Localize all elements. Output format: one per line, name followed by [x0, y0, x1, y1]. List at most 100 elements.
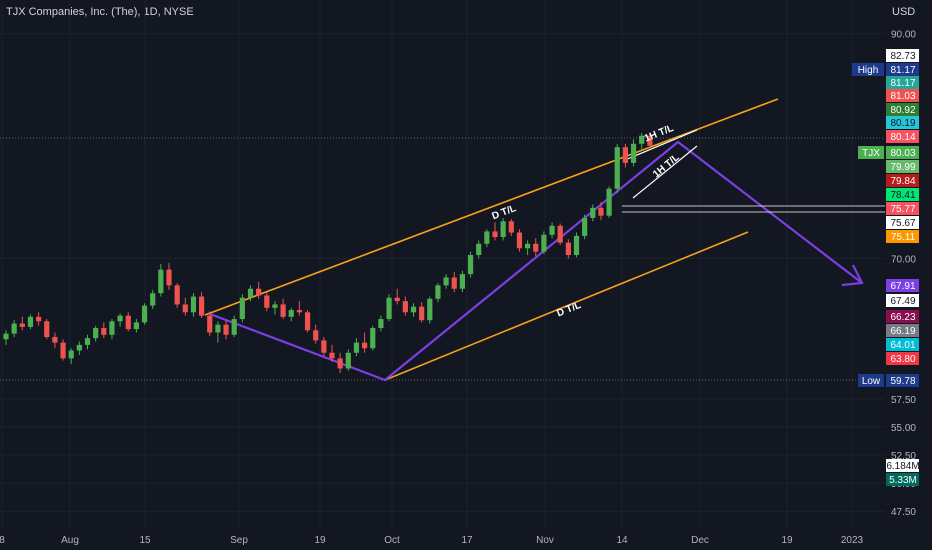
y-tick-label: 90.00: [891, 30, 916, 41]
candle-body: [582, 217, 588, 236]
price-tag: 80.03 TJX: [858, 146, 919, 159]
x-tick-label: Dec: [691, 535, 709, 546]
candle-body: [296, 310, 302, 313]
candle-body: [492, 231, 498, 238]
candle-body: [264, 295, 270, 308]
price-tag-value: 63.80: [890, 354, 915, 365]
candle-body: [223, 324, 229, 335]
zigzag-arrowhead: [841, 264, 864, 287]
candle-body: [516, 232, 523, 249]
candle-body: [44, 321, 50, 338]
candle-body: [419, 306, 425, 321]
candle-body: [476, 243, 482, 256]
y-tick-label: 55.00: [891, 423, 916, 434]
price-tag: 67.49: [886, 294, 919, 307]
x-tick-label: 19: [314, 535, 326, 546]
candle-body: [117, 315, 123, 322]
price-tag-box: [886, 473, 919, 486]
x-tick-label: 14: [616, 535, 628, 546]
candle-body: [207, 315, 213, 333]
price-tag-box: [886, 324, 919, 337]
x-tick-label: Aug: [61, 535, 79, 546]
candle-body: [525, 243, 531, 249]
candle-body: [590, 207, 596, 218]
price-tag-box: [886, 374, 919, 387]
price-tag-box: [886, 116, 919, 129]
price-tag: 81.03: [886, 89, 919, 102]
candle-body: [76, 344, 82, 351]
price-tag-label-box: [858, 374, 884, 387]
time-axis[interactable]: 8 Aug 15 Sep 19 Oct 17 Nov 14 Dec 19 2023: [0, 535, 864, 546]
candle-body: [101, 328, 107, 335]
candle-body: [68, 350, 74, 359]
candle-body: [27, 316, 34, 327]
y-tick-label: 57.50: [891, 395, 916, 406]
price-tag-label: Low: [862, 376, 881, 387]
price-tag-box: [886, 294, 919, 307]
candle-body: [451, 277, 457, 289]
candle-body: [19, 323, 25, 327]
price-axis[interactable]: 90.0070.0057.5055.0052.5050.0047.5082.73…: [852, 30, 920, 518]
candle-body: [133, 322, 139, 330]
price-tag-label-box: [858, 146, 884, 159]
y-tick-label: 47.50: [891, 507, 916, 518]
y-tick-label: 52.50: [891, 451, 916, 462]
price-tag-box: [886, 459, 919, 472]
grid: [0, 0, 885, 528]
price-tag: 5.33M: [886, 473, 919, 486]
candles: [3, 132, 653, 373]
price-tag: 79.99: [886, 160, 919, 173]
price-tag-value: 80.14: [890, 132, 915, 143]
price-tag-box: [886, 188, 919, 201]
price-tag-value: 80.03: [890, 148, 915, 159]
price-tag: 80.92: [886, 103, 919, 116]
candle-body: [304, 312, 311, 331]
price-tag-value: 6.184M: [886, 461, 919, 472]
price-tag: 6.184M: [886, 459, 920, 472]
candle-body: [256, 288, 262, 296]
candle-body: [337, 358, 343, 369]
candle-body: [60, 342, 66, 359]
upper-channel-line: [204, 98, 779, 316]
candle-body: [378, 319, 384, 329]
candle-body: [141, 305, 148, 323]
candle-body: [459, 274, 465, 289]
candle-body: [549, 225, 555, 235]
candle-body: [427, 298, 433, 321]
candle-body: [647, 135, 653, 146]
hourly-trendline-upper: [624, 129, 698, 161]
price-tag-value: 80.19: [890, 118, 915, 129]
y-tick-label: 70.00: [891, 254, 916, 265]
candle-body: [280, 304, 286, 317]
candle-body: [630, 143, 637, 163]
price-tag-box: [886, 174, 919, 187]
x-tick-label: 15: [139, 535, 151, 546]
candle-body: [573, 235, 580, 256]
price-tag: 63.80: [886, 352, 919, 365]
price-tag-value: 59.78: [890, 376, 915, 387]
price-tag: 81.17: [886, 76, 919, 89]
candle-body: [370, 328, 376, 349]
price-tag: 75.11: [886, 230, 919, 243]
price-tag: 78.41: [886, 188, 919, 201]
x-tick-label: 17: [461, 535, 473, 546]
price-tag-value: 67.49: [890, 296, 915, 307]
price-tag-value: 75.67: [890, 218, 915, 229]
candle-body: [614, 147, 620, 189]
candle-body: [52, 337, 58, 343]
candle-body: [402, 301, 408, 313]
candle-body: [150, 293, 156, 306]
candle-body: [231, 319, 237, 335]
price-tag-value: 66.23: [890, 312, 915, 323]
price-tag-box: [886, 76, 919, 89]
candle-body: [557, 225, 563, 243]
x-tick-label: Nov: [536, 535, 554, 546]
candle-body: [3, 333, 9, 340]
price-tag-value: 75.11: [891, 232, 916, 243]
price-tag-value: 81.03: [890, 91, 915, 102]
price-tag-value: 66.19: [890, 326, 915, 337]
price-tag: 75.67: [886, 216, 919, 229]
price-tag-box: [886, 338, 919, 351]
price-tag: 80.19: [886, 116, 919, 129]
